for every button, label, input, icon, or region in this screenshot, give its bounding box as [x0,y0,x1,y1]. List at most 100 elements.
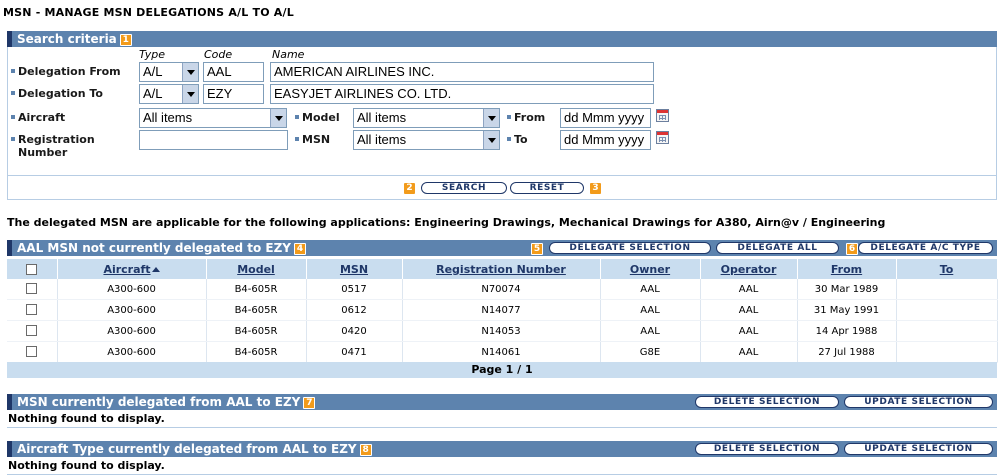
cell-msn: 0420 [306,320,403,342]
row-checkbox[interactable] [26,283,38,295]
update-selection-button[interactable]: UPDATE SELECTION [844,443,993,455]
delegation-to-label: Delegation To [11,87,103,100]
cell-to [896,279,998,300]
cell-registration: N70074 [402,279,601,300]
cell-to [896,320,998,342]
cell-to [896,341,998,363]
help-badge-6[interactable]: 6 [846,243,858,255]
table-row: A300-600 B4-605R 0471 N14061 G8E AAL 27 … [7,341,998,363]
pagination: Page 1 / 1 [7,362,997,378]
delegation-from-type-select[interactable]: A/L [139,62,199,82]
calendar-icon[interactable] [656,131,669,144]
delegate-selection-button[interactable]: DELEGATE SELECTION [549,242,711,254]
cell-from: 30 Mar 1989 [797,279,897,300]
cell-operator: AAL [700,299,798,321]
row-checkbox[interactable] [26,346,38,358]
help-badge-5[interactable]: 5 [531,243,543,255]
delegation-to-code-input[interactable]: EZY [203,84,264,104]
cell-owner: AAL [600,279,701,300]
cell-model: B4-605R [206,279,307,300]
delegation-to-name-input[interactable]: EASYJET AIRLINES CO. LTD. [270,84,654,104]
cell-aircraft: A300-600 [57,279,207,300]
cell-msn: 0612 [306,299,403,321]
cell-aircraft: A300-600 [57,341,207,363]
column-header-model[interactable]: Model [206,259,307,279]
delete-selection-button[interactable]: DELETE SELECTION [695,443,839,455]
column-header-owner[interactable]: Owner [600,259,701,279]
delegation-from-label: Delegation From [11,65,121,78]
cell-from: 27 Jul 1988 [797,341,897,363]
sort-ascending-icon [151,266,160,272]
help-badge-1[interactable]: 1 [119,34,132,46]
chevron-down-icon [182,85,198,103]
chevron-down-icon [483,131,499,149]
delegation-from-name-input[interactable]: AMERICAN AIRLINES INC. [270,62,654,82]
msn-delegated-empty-text: Nothing found to display. [8,412,165,425]
registration-number-input[interactable] [139,130,288,150]
delegate-ac-type-button[interactable]: DELEGATE A/C TYPE [858,242,993,254]
to-date-input[interactable]: dd Mmm yyyy [560,130,651,150]
table-row: A300-600 B4-605R 0517 N70074 AAL AAL 30 … [7,279,998,300]
search-criteria-panel [7,47,997,200]
cell-msn: 0517 [306,279,403,300]
name-column-label: Name [272,48,305,61]
msn-select[interactable]: All items [353,130,500,150]
search-criteria-title: Search criteria [17,32,117,46]
cell-owner: AAL [600,320,701,342]
cell-msn: 0471 [306,341,403,363]
msn-table: Aircraft Model MSN Registration Number O… [7,259,998,363]
type-delegated-title: Aircraft Type currently delegated from A… [17,442,357,456]
delete-selection-button[interactable]: DELETE SELECTION [695,396,839,408]
column-header-msn[interactable]: MSN [306,259,403,279]
cell-to [896,299,998,321]
calendar-icon[interactable] [656,109,669,122]
row-checkbox[interactable] [26,325,38,337]
cell-registration: N14077 [402,299,601,321]
delegate-all-button[interactable]: DELEGATE ALL [716,242,839,254]
aircraft-select[interactable]: All items [139,108,287,128]
select-all-checkbox-cell[interactable] [7,259,58,279]
column-header-aircraft[interactable]: Aircraft [57,259,207,279]
update-selection-button[interactable]: UPDATE SELECTION [844,396,993,408]
help-badge-3[interactable]: 3 [590,183,601,194]
table-row: A300-600 B4-605R 0420 N14053 AAL AAL 14 … [7,320,998,342]
column-header-registration[interactable]: Registration Number [402,259,601,279]
model-label: Model [295,111,340,124]
help-badge-7[interactable]: 7 [303,397,316,409]
divider [7,427,997,428]
row-checkbox[interactable] [26,304,38,316]
column-header-to[interactable]: To [896,259,998,279]
help-badge-8[interactable]: 8 [359,444,372,456]
help-badge-2[interactable]: 2 [404,183,415,194]
cell-aircraft: A300-600 [57,320,207,342]
divider [7,175,997,176]
delegation-from-code-input[interactable]: AAL [203,62,264,82]
table-header-row: Aircraft Model MSN Registration Number O… [7,259,998,279]
cell-model: B4-605R [206,299,307,321]
help-badge-4[interactable]: 4 [293,243,306,255]
not-delegated-title: AAL MSN not currently delegated to EZY [17,241,291,255]
column-header-from[interactable]: From [797,259,897,279]
table-row: A300-600 B4-605R 0612 N14077 AAL AAL 31 … [7,299,998,321]
chevron-down-icon [483,109,499,127]
from-date-input[interactable]: dd Mmm yyyy [560,108,651,128]
msn-label: MSN [295,133,330,146]
chevron-down-icon [270,109,286,127]
cell-registration: N14061 [402,341,601,363]
search-button[interactable]: SEARCH [421,182,507,194]
divider [7,474,997,475]
cell-operator: AAL [700,279,798,300]
model-select[interactable]: All items [353,108,500,128]
applications-info-text: The delegated MSN are applicable for the… [7,216,886,229]
column-header-operator[interactable]: Operator [700,259,798,279]
cell-operator: AAL [700,320,798,342]
chevron-down-icon [182,63,198,81]
delegation-to-type-select[interactable]: A/L [139,84,199,104]
cell-owner: AAL [600,299,701,321]
code-column-label: Code [204,48,233,61]
page-title: MSN - MANAGE MSN DELEGATIONS A/L TO A/L [3,6,294,19]
reset-button[interactable]: RESET [510,182,584,194]
select-all-checkbox[interactable] [26,264,38,275]
registration-number-label: Registration Number [11,133,110,159]
cell-from: 14 Apr 1988 [797,320,897,342]
